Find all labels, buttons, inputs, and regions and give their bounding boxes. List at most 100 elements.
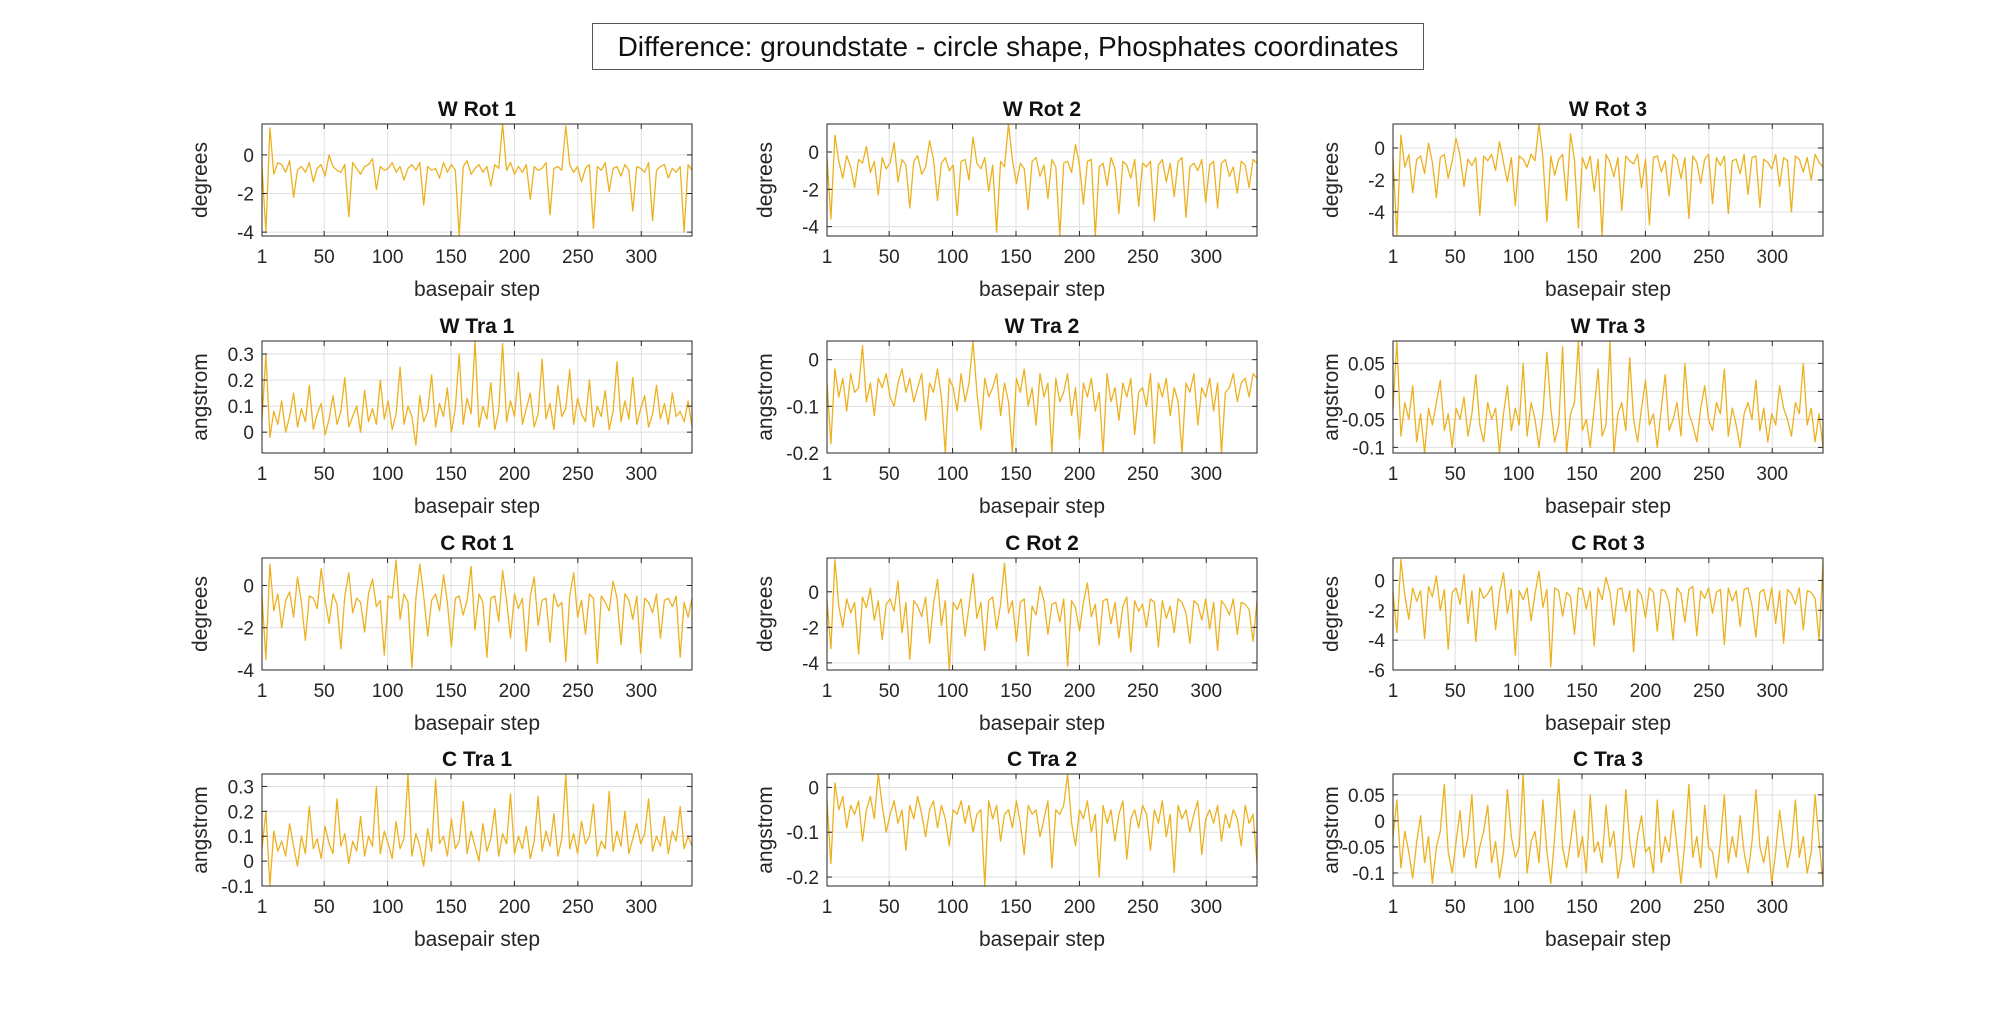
x-axis-label: basepair step	[414, 495, 540, 518]
x-axis-label: basepair step	[1545, 495, 1671, 518]
y-tick-label: -0.2	[786, 868, 819, 889]
x-tick-label: 300	[1190, 681, 1222, 702]
x-tick-label: 300	[625, 464, 657, 485]
x-tick-label: 150	[1000, 681, 1032, 702]
x-tick-label: 150	[1566, 897, 1598, 918]
subplot-title: C Rot 1	[440, 532, 514, 555]
y-tick-label: -4	[1368, 631, 1385, 652]
x-tick-label: 50	[1445, 681, 1466, 702]
axes-box	[826, 773, 1258, 887]
y-tick-label: 0	[243, 576, 254, 597]
y-axis-label: angstrom	[754, 353, 777, 441]
y-tick-label: 0	[808, 583, 819, 604]
y-tick-label: 0	[808, 351, 819, 372]
x-tick-label: 300	[1756, 681, 1788, 702]
axes-box	[261, 123, 693, 237]
x-tick-label: 300	[625, 897, 657, 918]
x-tick-label: 1	[822, 897, 833, 918]
plot-area	[1393, 341, 1823, 453]
x-tick-label: 250	[1693, 681, 1725, 702]
y-axis-label: degrees	[189, 576, 212, 652]
x-tick-label: 1	[1388, 464, 1399, 485]
series-line	[826, 559, 1258, 671]
x-tick-label: 1	[257, 247, 268, 268]
x-tick-label: 100	[1503, 681, 1535, 702]
plot-area	[827, 558, 1257, 670]
subplot-title: C Rot 3	[1571, 532, 1645, 555]
y-tick-label: -4	[237, 223, 254, 244]
y-tick-label: -2	[1368, 171, 1385, 192]
y-tick-label: 0	[1374, 571, 1385, 592]
y-axis-label: angstrom	[1320, 353, 1343, 441]
series-line	[261, 340, 693, 446]
x-axis-label: basepair step	[979, 278, 1105, 301]
x-tick-label: 250	[1127, 247, 1159, 268]
x-tick-label: 50	[879, 681, 900, 702]
y-tick-label: -4	[802, 654, 819, 675]
series-line	[826, 773, 1258, 887]
subplot-title: W Rot 1	[438, 98, 516, 121]
y-tick-label: -0.2	[786, 444, 819, 465]
x-tick-label: 200	[1630, 247, 1662, 268]
y-axis-label: angstrom	[189, 786, 212, 874]
x-tick-label: 100	[1503, 464, 1535, 485]
plot-area	[262, 124, 692, 236]
x-tick-label: 50	[314, 897, 335, 918]
y-tick-label: 0.05	[1348, 786, 1385, 807]
x-tick-label: 200	[499, 247, 531, 268]
y-tick-label: -2	[802, 618, 819, 639]
y-tick-label: 0.2	[228, 802, 254, 823]
x-tick-label: 1	[257, 464, 268, 485]
y-tick-label: -2	[1368, 601, 1385, 622]
x-tick-label: 100	[1503, 897, 1535, 918]
x-tick-label: 100	[937, 247, 969, 268]
x-tick-label: 200	[1630, 897, 1662, 918]
x-tick-label: 100	[372, 681, 404, 702]
y-tick-label: -2	[237, 619, 254, 640]
axes-box	[1392, 340, 1824, 454]
y-tick-label: -0.1	[1352, 438, 1385, 459]
x-tick-label: 1	[822, 464, 833, 485]
x-tick-label: 300	[625, 247, 657, 268]
subplot-title: W Tra 2	[1005, 315, 1080, 338]
y-tick-label: 0	[808, 143, 819, 164]
x-tick-label: 50	[1445, 247, 1466, 268]
x-axis-label: basepair step	[1545, 712, 1671, 735]
y-tick-label: 0.1	[228, 827, 254, 848]
series-line	[261, 123, 693, 237]
x-tick-label: 50	[314, 464, 335, 485]
y-tick-label: 0.3	[228, 777, 254, 798]
x-tick-label: 250	[562, 897, 594, 918]
axes-box	[261, 773, 693, 887]
x-tick-label: 300	[1190, 247, 1222, 268]
y-tick-label: 0.1	[228, 397, 254, 418]
subplot-title: C Rot 2	[1005, 532, 1079, 555]
y-axis-label: degrees	[189, 142, 212, 218]
y-tick-label: -4	[1368, 203, 1385, 224]
y-tick-label: -4	[237, 661, 254, 682]
subplot-title: W Tra 3	[1571, 315, 1646, 338]
y-axis-label: angstrom	[754, 786, 777, 874]
x-tick-label: 200	[499, 464, 531, 485]
x-axis-label: basepair step	[414, 278, 540, 301]
y-tick-label: 0.3	[228, 345, 254, 366]
series-line	[261, 559, 693, 669]
x-tick-label: 200	[1064, 247, 1096, 268]
y-tick-label: 0	[1374, 139, 1385, 160]
subplot-title: W Tra 1	[440, 315, 515, 338]
x-tick-label: 200	[1064, 464, 1096, 485]
x-tick-label: 300	[1756, 897, 1788, 918]
x-tick-label: 50	[1445, 464, 1466, 485]
x-tick-label: 1	[257, 897, 268, 918]
y-axis-label: angstrom	[1320, 786, 1343, 874]
series-line	[1392, 773, 1824, 885]
y-tick-label: -2	[802, 180, 819, 201]
